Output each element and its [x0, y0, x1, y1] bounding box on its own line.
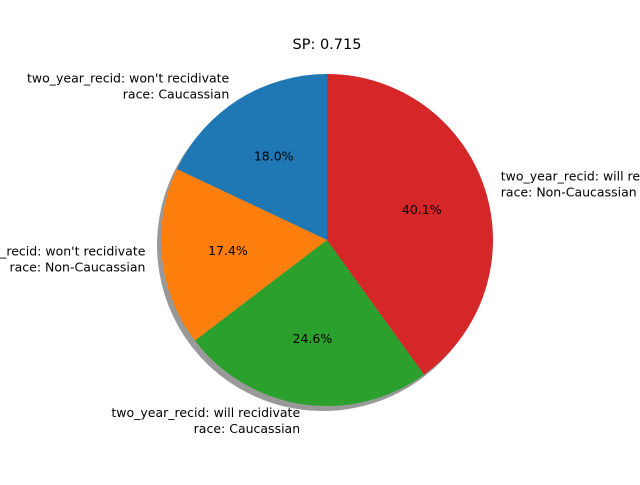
pie-slices [161, 74, 493, 407]
chart-title: SP: 0.715 [293, 37, 362, 53]
pie-slice-4 [327, 74, 493, 375]
pie-slice-category-label-line: race: Caucassian [123, 86, 229, 101]
pie-slice-category-label-line: race: Caucassian [194, 421, 300, 436]
pie-slice-percent-label: 40.1% [402, 202, 442, 217]
pie-slice-category-label-line: two_year_recid: won't recidivate [0, 244, 146, 259]
pie-labels: 18.0%two_year_recid: won't recidivate rac… [0, 70, 640, 436]
pie-slice-3 [194, 240, 425, 407]
pie-slice-category-label: two_year_recid: will recidivate race: Cau… [111, 405, 300, 436]
pie-slice-category-label-line: two_year_recid: will recidivate [501, 168, 640, 183]
pie-slice-category-label-line: two_year_recid: won't recidivate [27, 70, 230, 85]
pie-slice-category-label: two_year_recid: won't recidivate race: Ca… [27, 70, 230, 101]
pie-slice-1 [176, 74, 327, 240]
pie-slice-percent-label: 17.4% [208, 243, 248, 258]
pie-slice-category-label-line: race: Non-Caucassian [10, 260, 146, 275]
pie-slice-category-label-line: two_year_recid: will recidivate [111, 405, 300, 420]
pie-slice-category-label-line: race: Non-Caucassian [501, 184, 637, 199]
pie-slice-2 [161, 169, 327, 341]
pie-slice-percent-label: 18.0% [254, 148, 294, 163]
pie-slice-percent-label: 24.6% [293, 331, 333, 346]
